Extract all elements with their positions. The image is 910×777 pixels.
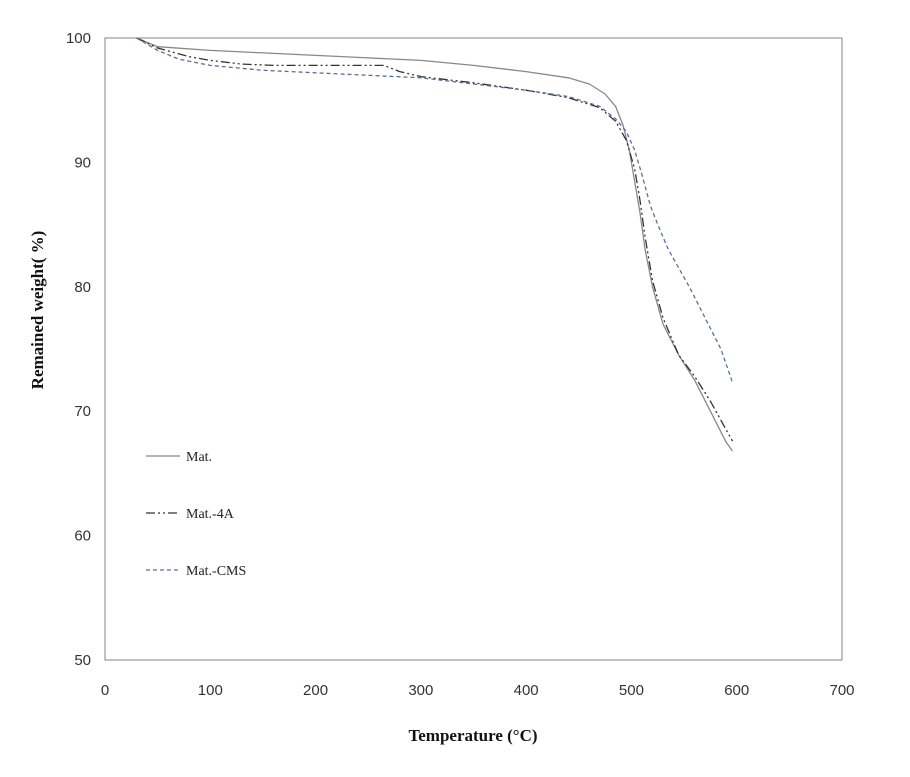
x-axis-ticks: 0 100 200 300 400 500 600 700: [101, 682, 855, 699]
series-line-2: [136, 37, 734, 383]
x-tick-label: 0: [101, 682, 109, 699]
x-tick-label: 100: [198, 682, 223, 699]
y-tick-label: 100: [66, 30, 91, 47]
x-axis-title: Temperature (°C): [408, 726, 537, 745]
x-tick-label: 700: [829, 682, 854, 699]
legend-label: Mat.-CMS: [186, 564, 246, 579]
x-tick-label: 300: [408, 682, 433, 699]
legend-label: Mat.: [186, 450, 212, 465]
y-tick-label: 50: [74, 652, 91, 669]
series-lines: [136, 37, 734, 452]
x-tick-label: 200: [303, 682, 328, 699]
y-axis-ticks: 50 60 70 80 90 100: [66, 30, 91, 669]
series-line-0: [136, 37, 734, 452]
y-tick-label: 90: [74, 154, 91, 171]
legend-label: Mat.-4A: [186, 507, 235, 522]
x-tick-label: 500: [619, 682, 644, 699]
y-tick-label: 70: [74, 403, 91, 420]
y-tick-label: 80: [74, 279, 91, 296]
y-tick-label: 60: [74, 528, 91, 545]
x-tick-label: 600: [724, 682, 749, 699]
x-tick-label: 400: [514, 682, 539, 699]
y-axis-title: Remained weight( %): [28, 231, 47, 390]
legend: Mat. Mat.-4A Mat.-CMS: [146, 450, 246, 579]
plot-area: [104, 37, 843, 661]
